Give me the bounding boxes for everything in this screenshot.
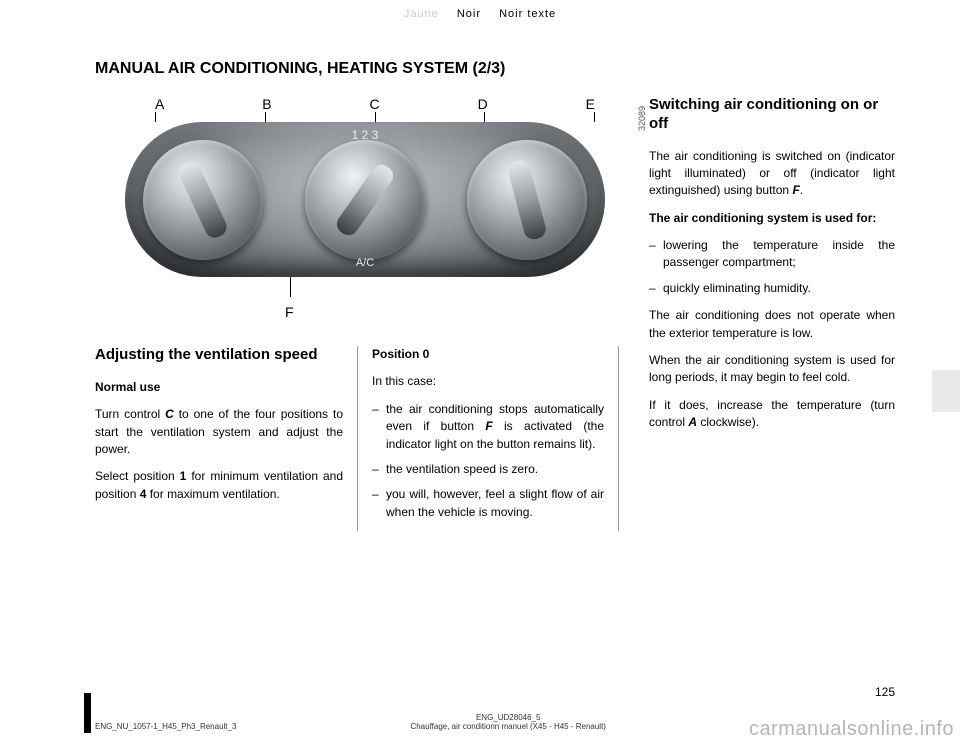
col2-li2: the ventilation speed is zero. bbox=[372, 461, 604, 478]
page-title: MANUAL AIR CONDITIONING, HEATING SYSTEM … bbox=[95, 60, 895, 78]
label-c: C bbox=[370, 96, 380, 112]
spine-mark bbox=[84, 693, 91, 733]
label-b: B bbox=[262, 96, 271, 112]
col3-p2: The air conditioning does not operate wh… bbox=[649, 307, 895, 342]
left-block: 32089 A B C D E 1 2 3 0 4 bbox=[95, 96, 635, 531]
label-f: F bbox=[95, 304, 635, 320]
col3-p1: The air conditioning is switched on (in­… bbox=[649, 148, 895, 200]
page-number: 125 bbox=[875, 685, 895, 699]
columns: 32089 A B C D E 1 2 3 0 4 bbox=[95, 96, 895, 531]
header-noir1: Noir bbox=[457, 8, 481, 20]
col2-heading: Position 0 bbox=[372, 346, 604, 363]
figure: 32089 A B C D E 1 2 3 0 4 bbox=[95, 96, 635, 320]
col1-p2: Select position 1 for minimum ventila­ti… bbox=[95, 468, 343, 503]
col3-p4: If it does, increase the temperature (tu… bbox=[649, 397, 895, 432]
col2-li1: the air conditioning stops automati­call… bbox=[372, 401, 604, 453]
label-a: A bbox=[155, 96, 164, 112]
side-tab bbox=[932, 370, 960, 412]
lower-columns: Adjusting the ventilation speed Normal u… bbox=[95, 346, 635, 531]
fan-knob bbox=[305, 140, 425, 260]
color-header: Jaune Noir Noir texte bbox=[0, 0, 960, 26]
col2-li3: you will, however, feel a slight flow of… bbox=[372, 486, 604, 521]
hvac-panel: 1 2 3 0 4 A/C bbox=[125, 122, 605, 277]
f-tick bbox=[95, 277, 635, 302]
col3-list: lowering the temperature inside the pass… bbox=[649, 237, 895, 297]
temperature-knob bbox=[143, 140, 263, 260]
header-noir2: Noir texte bbox=[499, 8, 556, 20]
col2-list: the air conditioning stops automati­call… bbox=[372, 401, 604, 521]
col3-sub: The air conditioning system is used for: bbox=[649, 210, 895, 227]
col1-p1: Turn control C to one of the four posi­t… bbox=[95, 406, 343, 458]
footer-left: ENG_NU_1057-1_H45_Ph3_Renault_3 bbox=[95, 722, 236, 731]
figure-labels-top: A B C D E bbox=[95, 96, 635, 112]
col3-li2: quickly eliminating humidity. bbox=[649, 280, 895, 297]
watermark: carmanualsonline.info bbox=[749, 718, 954, 741]
page-content: MANUAL AIR CONDITIONING, HEATING SYSTEM … bbox=[95, 60, 895, 531]
col3-heading: Switching air conditioning on or off bbox=[649, 96, 895, 134]
column-1: Adjusting the ventilation speed Normal u… bbox=[95, 346, 357, 531]
footer-center: ENG_UD28046_5 Chauffage, air conditionn … bbox=[236, 713, 780, 731]
col1-sub: Normal use bbox=[95, 379, 343, 396]
col3-p3: When the air conditioning system is used… bbox=[649, 352, 895, 387]
col3-li1: lowering the temperature inside the pass… bbox=[649, 237, 895, 272]
col2-lead: In this case: bbox=[372, 373, 604, 390]
column-3: Switching air conditioning on or off The… bbox=[635, 96, 895, 531]
figure-code: 32089 bbox=[637, 106, 647, 131]
col1-heading: Adjusting the ventilation speed bbox=[95, 346, 343, 365]
column-2: Position 0 In this case: the air conditi… bbox=[357, 346, 619, 531]
label-d: D bbox=[478, 96, 488, 112]
label-e: E bbox=[586, 96, 595, 112]
mode-knob bbox=[467, 140, 587, 260]
header-jaune: Jaune bbox=[404, 8, 439, 20]
figure-ticks-top bbox=[95, 112, 635, 122]
ac-label: A/C bbox=[356, 257, 374, 269]
